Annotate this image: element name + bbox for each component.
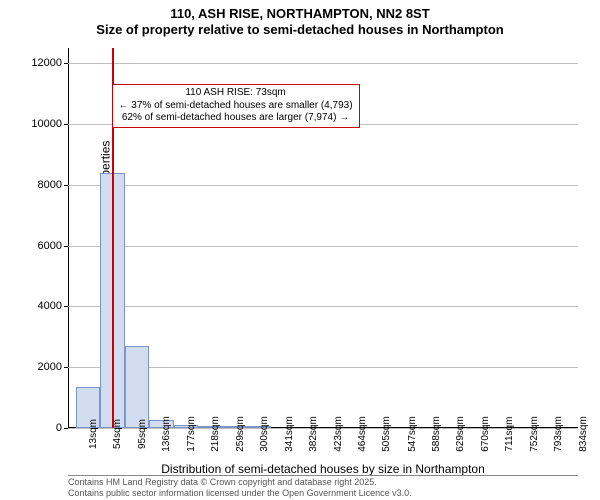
y-tick-label: 8000 [38,179,62,191]
y-tick-mark [64,63,68,64]
y-axis-line [68,48,69,428]
annotation-line: 62% of semi-detached houses are larger (… [119,112,353,125]
plot-area: 02000400060008000100001200013sqm54sqm95s… [68,48,578,428]
grid-line [68,185,578,186]
footer-attribution: Contains HM Land Registry data © Crown c… [68,475,578,498]
histogram-bar [125,346,149,428]
y-tick-label: 4000 [38,300,62,312]
y-tick-label: 10000 [31,118,62,130]
grid-line [68,246,578,247]
property-size-chart: 110, ASH RISE, NORTHAMPTON, NN2 8ST Size… [0,0,600,500]
y-tick-label: 0 [56,422,62,434]
y-tick-mark [64,306,68,307]
annotation-line: ← 37% of semi-detached houses are smalle… [119,100,353,113]
y-tick-label: 12000 [31,57,62,69]
y-tick-label: 2000 [38,361,62,373]
y-tick-mark [64,246,68,247]
grid-line [68,306,578,307]
annotation-line: 110 ASH RISE: 73sqm [119,87,353,100]
y-tick-mark [64,185,68,186]
y-tick-mark [64,428,68,429]
x-axis-label: Distribution of semi-detached houses by … [68,462,578,476]
footer-line-2: Contains public sector information licen… [68,488,578,498]
grid-line [68,63,578,64]
y-tick-mark [64,124,68,125]
y-tick-label: 6000 [38,240,62,252]
chart-subtitle: Size of property relative to semi-detach… [0,22,600,37]
annotation-box: 110 ASH RISE: 73sqm← 37% of semi-detache… [112,84,360,128]
y-tick-mark [64,367,68,368]
footer-line-1: Contains HM Land Registry data © Crown c… [68,477,578,487]
chart-title: 110, ASH RISE, NORTHAMPTON, NN2 8ST [0,6,600,21]
